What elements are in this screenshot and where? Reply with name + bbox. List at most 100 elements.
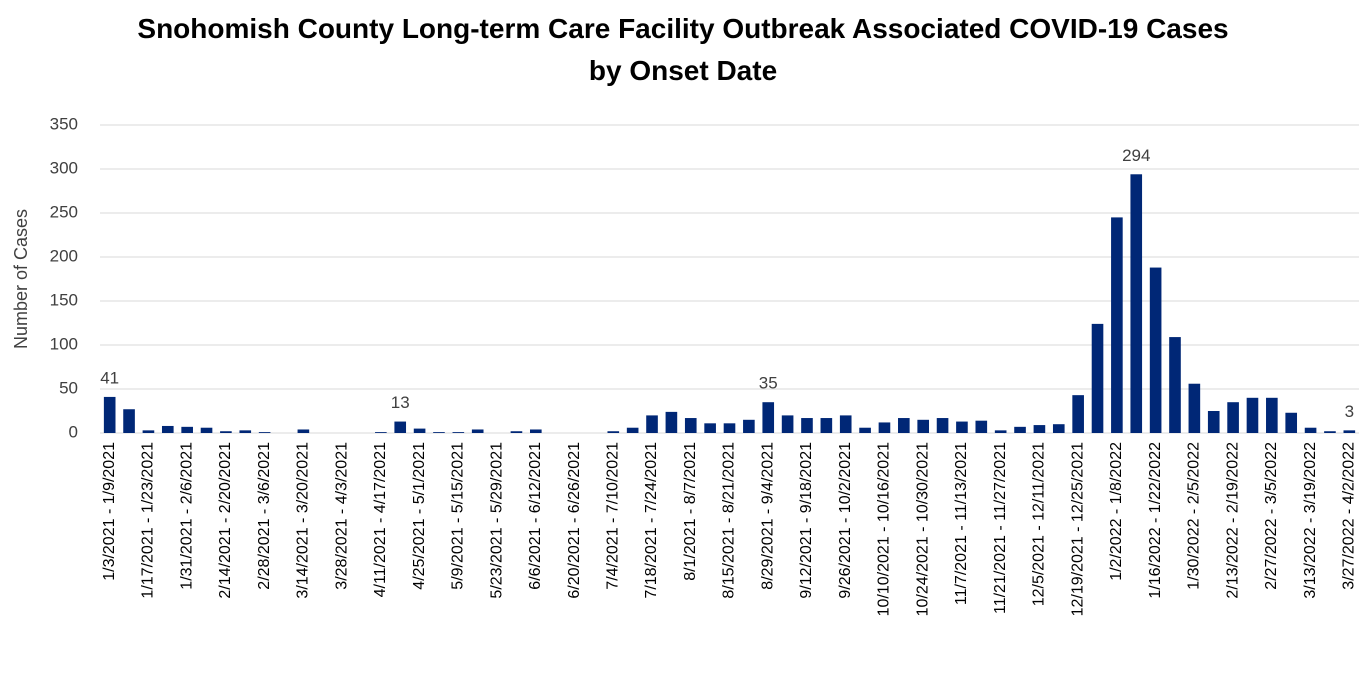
data-label: 13 [391, 393, 410, 412]
x-tick-label: 5/23/2021 - 5/29/2021 [488, 442, 505, 599]
x-tick-label: 1/3/2021 - 1/9/2021 [101, 442, 118, 581]
bar [859, 427, 871, 433]
bar [471, 429, 484, 433]
data-label: 35 [759, 374, 778, 393]
bar [665, 411, 678, 433]
y-tick-label: 300 [50, 158, 78, 177]
bar [607, 431, 620, 433]
bar [1304, 427, 1317, 433]
bar [1285, 412, 1298, 433]
x-tick-label: 4/25/2021 - 5/1/2021 [411, 442, 428, 590]
bar [975, 420, 988, 433]
bar [452, 432, 465, 433]
bar [936, 418, 949, 433]
x-tick-label: 12/5/2021 - 12/11/2021 [1031, 442, 1048, 606]
data-label: 3 [1345, 402, 1354, 421]
x-tick-label: 4/11/2021 - 4/17/2021 [372, 442, 389, 597]
bar [181, 426, 193, 433]
bar [646, 415, 658, 433]
bar [1111, 217, 1123, 433]
bar [1207, 411, 1220, 433]
bar [626, 427, 639, 433]
bar [1052, 424, 1065, 433]
x-tick-label: 8/29/2021 - 9/4/2021 [759, 442, 776, 590]
bar [762, 402, 775, 433]
bar [529, 429, 542, 433]
x-tick-label: 2/14/2021 - 2/20/2021 [217, 442, 234, 599]
y-tick-label: 200 [50, 246, 78, 265]
data-label: 294 [1122, 146, 1150, 165]
bar [1169, 337, 1181, 433]
bar [258, 432, 271, 433]
x-tick-label: 7/18/2021 - 7/24/2021 [643, 442, 660, 599]
bar [704, 423, 716, 433]
bar [1091, 323, 1104, 433]
bar [839, 415, 852, 433]
bar [801, 418, 813, 433]
bar [956, 421, 968, 433]
bar [917, 419, 930, 433]
bar [239, 430, 252, 433]
bar [413, 428, 426, 433]
bar [142, 430, 155, 433]
x-tick-label: 1/2/2022 - 1/8/2022 [1108, 442, 1125, 581]
y-tick-label: 250 [50, 202, 78, 221]
x-tick-label: 10/24/2021 - 10/30/2021 [914, 442, 931, 616]
x-tick-label: 7/4/2021 - 7/10/2021 [605, 442, 622, 590]
y-tick-label: 0 [69, 422, 78, 441]
x-tick-label: 6/20/2021 - 6/26/2021 [566, 442, 583, 599]
bar [394, 421, 407, 433]
bar [1033, 425, 1046, 433]
bar [297, 429, 310, 433]
bar [898, 418, 910, 433]
x-tick-label: 12/19/2021 - 12/25/2021 [1069, 442, 1086, 616]
bar [1149, 267, 1162, 433]
bar [433, 432, 445, 433]
y-axis-label: Number of Cases [11, 209, 31, 349]
x-tick-label: 1/31/2021 - 2/6/2021 [178, 442, 195, 590]
bar [375, 432, 387, 433]
x-tick-label: 8/15/2021 - 8/21/2021 [721, 442, 738, 599]
x-tick-label: 5/9/2021 - 5/15/2021 [450, 442, 467, 590]
bar [220, 431, 232, 433]
chart-title: Snohomish County Long-term Care Facility… [137, 13, 1229, 86]
y-tick-label: 150 [50, 290, 78, 309]
x-tick-label: 11/21/2021 - 11/27/2021 [992, 442, 1009, 614]
bar [1130, 174, 1143, 433]
x-tick-label: 2/13/2022 - 2/19/2022 [1224, 442, 1241, 599]
x-tick-label: 9/26/2021 - 10/2/2021 [837, 442, 854, 599]
bar [1072, 395, 1084, 433]
bar [510, 431, 523, 433]
y-tick-label: 100 [50, 334, 78, 353]
bar [1324, 431, 1336, 433]
x-tick-label: 3/27/2022 - 4/2/2022 [1341, 442, 1358, 590]
bar [820, 418, 833, 433]
x-tick-label: 2/28/2021 - 3/6/2021 [256, 442, 273, 590]
bar [878, 422, 891, 433]
x-tick-label: 6/6/2021 - 6/12/2021 [527, 442, 544, 590]
bar [200, 427, 213, 433]
bar [1343, 430, 1356, 433]
x-tick-label: 3/28/2021 - 4/3/2021 [333, 442, 350, 590]
bar [1188, 383, 1201, 433]
bar [781, 415, 794, 433]
bar [161, 425, 174, 433]
bar [103, 396, 116, 433]
bar [743, 419, 755, 433]
x-tick-label: 11/7/2021 - 11/13/2021 [953, 442, 970, 605]
y-tick-label: 350 [50, 114, 78, 133]
x-tick-label: 8/1/2021 - 8/7/2021 [682, 442, 699, 581]
x-tick-label: 1/17/2021 - 1/23/2021 [140, 442, 157, 599]
x-tick-label: 2/27/2022 - 3/5/2022 [1263, 442, 1280, 590]
x-tick-label: 9/12/2021 - 9/18/2021 [798, 442, 815, 599]
bar [684, 418, 697, 433]
bar [994, 430, 1007, 433]
x-tick-label: 1/30/2022 - 2/5/2022 [1186, 442, 1203, 590]
x-tick-label: 3/14/2021 - 3/20/2021 [295, 442, 312, 599]
bar [723, 423, 736, 433]
bar [1246, 397, 1259, 433]
x-tick-label: 10/10/2021 - 10/16/2021 [876, 442, 893, 616]
bar [1266, 397, 1278, 433]
